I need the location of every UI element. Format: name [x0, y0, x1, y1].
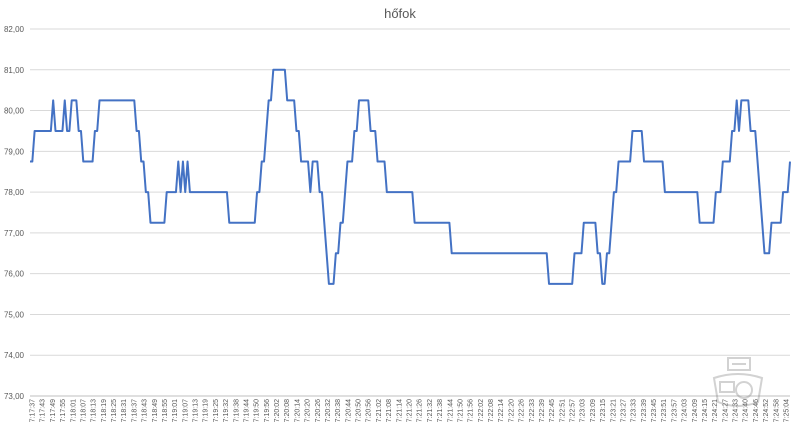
- x-tick-label: 7:18:25: [111, 399, 118, 422]
- x-tick-label: 7:24:27: [722, 399, 729, 422]
- x-tick-label: 7:20:08: [284, 399, 291, 422]
- x-tick-label: 7:18:49: [152, 399, 159, 422]
- x-tick-label: 7:24:21: [712, 399, 719, 422]
- x-tick-label: 7:23:03: [580, 399, 587, 422]
- y-tick-label: 78,00: [4, 188, 25, 197]
- x-tick-label: 7:21:56: [468, 399, 475, 422]
- y-tick-label: 77,00: [4, 229, 25, 238]
- x-tick-label: 7:18:43: [142, 399, 149, 422]
- x-tick-label: 7:19:13: [193, 399, 200, 422]
- x-tick-label: 7:21:32: [427, 399, 434, 422]
- x-tick-label: 7:24:03: [682, 399, 689, 422]
- grid-lines: [30, 28, 790, 397]
- x-tick-label: 7:17:37: [30, 399, 37, 422]
- x-tick-label: 7:23:21: [610, 399, 617, 422]
- y-tick-label: 80,00: [4, 107, 25, 116]
- x-tick-label: 7:23:45: [651, 399, 658, 422]
- series-layer: [30, 68, 791, 285]
- x-tick-label: 7:20:32: [325, 399, 332, 422]
- x-tick-label: 7:21:44: [447, 399, 454, 422]
- x-tick-label: 7:23:27: [620, 399, 627, 422]
- chart-title: hőfok: [384, 6, 416, 21]
- x-tick-label: 7:19:50: [254, 399, 261, 422]
- y-axis-ticks: 73,00 74,00 75,00 76,00 77,00 78,00 79,00 80,00…: [4, 25, 25, 401]
- x-tick-label: 7:19:38: [233, 399, 240, 422]
- x-tick-label: 7:21:14: [396, 399, 403, 422]
- x-tick-label: 7:20:50: [356, 399, 363, 422]
- x-tick-label: 7:24:52: [763, 399, 770, 422]
- x-tick-label: 7:24:15: [702, 399, 709, 422]
- x-axis-ticks: 7:17:37 7:17:43 7:17:49 7:17:55 7:18:01 7:18:…: [30, 399, 791, 422]
- x-tick-label: 7:20:38: [335, 399, 342, 422]
- y-tick-label: 75,00: [4, 310, 25, 319]
- x-tick-label: 7:18:31: [121, 399, 128, 422]
- x-tick-label: 7:17:43: [40, 399, 47, 422]
- x-tick-label: 7:21:50: [457, 399, 464, 422]
- x-tick-label: 7:18:01: [70, 399, 77, 422]
- x-tick-label: 7:23:15: [600, 399, 607, 422]
- x-tick-label: 7:21:08: [386, 399, 393, 422]
- y-tick-label: 74,00: [4, 351, 25, 360]
- x-tick-label: 7:22:26: [519, 399, 526, 422]
- x-tick-label: 7:22:14: [498, 399, 505, 422]
- x-tick-label: 7:17:55: [60, 399, 67, 422]
- x-tick-label: 7:18:07: [80, 399, 87, 422]
- watermark-stamp-icon: [712, 357, 764, 407]
- x-tick-label: 7:24:33: [733, 399, 740, 422]
- y-tick-label: 76,00: [4, 270, 25, 279]
- x-tick-label: 7:22:39: [539, 399, 546, 422]
- x-tick-label: 7:19:01: [172, 399, 179, 422]
- x-tick-label: 7:18:55: [162, 399, 169, 422]
- x-tick-label: 7:19:19: [203, 399, 210, 422]
- x-tick-label: 7:24:58: [773, 399, 780, 422]
- x-tick-label: 7:22:51: [559, 399, 566, 422]
- x-tick-label: 7:20:44: [345, 399, 352, 422]
- x-tick-label: 7:25:04: [784, 399, 791, 422]
- x-tick-label: 7:20:26: [315, 399, 322, 422]
- x-tick-label: 7:22:20: [508, 399, 515, 422]
- x-tick-label: 7:19:32: [223, 399, 230, 422]
- x-tick-label: 7:22:45: [549, 399, 556, 422]
- x-tick-label: 7:21:02: [376, 399, 383, 422]
- x-tick-label: 7:23:39: [641, 399, 648, 422]
- x-tick-label: 7:21:38: [437, 399, 444, 422]
- x-tick-label: 7:23:51: [661, 399, 668, 422]
- x-tick-label: 7:22:33: [529, 399, 536, 422]
- x-tick-label: 7:20:02: [274, 399, 281, 422]
- y-tick-label: 79,00: [4, 147, 25, 156]
- x-tick-label: 7:18:13: [91, 399, 98, 422]
- x-tick-label: 7:22:57: [570, 399, 577, 422]
- y-tick-label: 73,00: [4, 392, 25, 401]
- x-tick-label: 7:23:09: [590, 399, 597, 422]
- x-tick-label: 7:22:08: [488, 399, 495, 422]
- x-tick-label: 7:20:56: [366, 399, 373, 422]
- x-tick-label: 7:21:20: [407, 399, 414, 422]
- x-tick-label: 7:23:57: [671, 399, 678, 422]
- x-tick-label: 7:22:02: [478, 399, 485, 422]
- x-tick-label: 7:19:25: [213, 399, 220, 422]
- x-tick-label: 7:19:44: [243, 399, 250, 422]
- series-line: [30, 68, 791, 285]
- x-tick-label: 7:20:20: [305, 399, 312, 422]
- x-tick-label: 7:23:33: [631, 399, 638, 422]
- x-tick-label: 7:24:46: [753, 399, 760, 422]
- y-tick-label: 82,00: [4, 25, 25, 34]
- x-tick-label: 7:21:26: [417, 399, 424, 422]
- x-tick-label: 7:18:37: [131, 399, 138, 422]
- x-tick-label: 7:19:07: [182, 399, 189, 422]
- x-tick-label: 7:17:49: [50, 399, 57, 422]
- x-tick-label: 7:18:19: [101, 399, 108, 422]
- x-tick-label: 7:19:56: [264, 399, 271, 422]
- x-tick-label: 7:24:09: [692, 399, 699, 422]
- y-tick-label: 81,00: [4, 66, 25, 75]
- x-tick-label: 7:20:14: [294, 399, 301, 422]
- x-tick-label: 7:24:40: [743, 399, 750, 422]
